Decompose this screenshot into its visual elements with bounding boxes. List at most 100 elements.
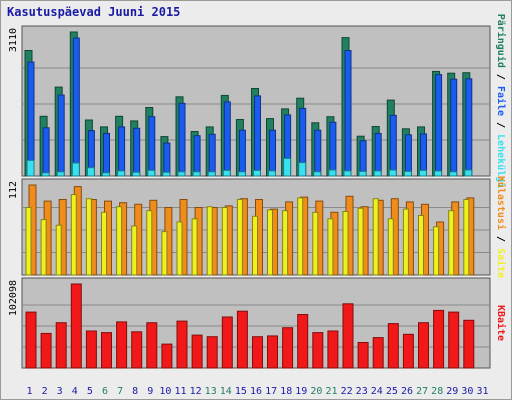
bar-faile-30 [465,78,473,177]
bar-faile-3 [57,94,65,177]
bar-saite-17 [267,209,273,276]
x-tick-label-day-9: 9 [147,386,153,397]
chart-title: Kasutuspäevad Juuni 2015 [7,5,181,19]
bar-kbaite-14 [221,316,233,369]
bar-faile-16 [254,95,261,177]
bar-kbaite-16 [252,336,263,369]
bar-saite-15 [236,199,243,276]
x-tick-label-day-2: 2 [42,386,48,397]
legend-part: Külastusi [495,176,507,230]
bar-saite-28 [433,226,440,276]
bar-faile-23 [359,140,367,177]
x-tick-label-day-24: 24 [371,386,383,397]
bar-saite-20 [312,211,319,276]
bar-saite-22 [342,211,349,276]
bar-saite-5 [85,198,92,276]
bar-faile-24 [374,132,382,177]
bar-kbaite-22 [342,303,354,369]
bar-saite-25 [387,218,394,276]
x-tick-label-day-21: 21 [325,386,337,397]
x-tick-label-day-13: 13 [205,386,217,397]
bar-kbaite-19 [297,314,309,369]
bar-kbaite-27 [418,322,429,369]
bar-kbaite-11 [176,320,188,369]
y-max-tick-label-3: 102098 [8,280,19,316]
bar-lehekülgi-9 [147,169,156,177]
x-tick-label-day-16: 16 [250,386,262,397]
bar-kbaite-2 [40,332,52,369]
bar-saite-12 [191,218,198,276]
bar-saite-3 [55,224,62,276]
bar-kbaite-18 [282,327,294,369]
bar-lehekülgi-25 [388,169,397,177]
x-tick-label-day-15: 15 [235,386,247,397]
bar-saite-14 [221,207,228,276]
bar-kbaite-10 [161,343,173,369]
bar-kbaite-21 [327,330,339,369]
bar-faile-13 [208,133,216,177]
x-tick-label-day-20: 20 [310,386,322,397]
x-tick-label-day-14: 14 [220,386,232,397]
bar-faile-12 [193,135,201,177]
bar-saite-9 [146,210,153,276]
bar-lehekülgi-23 [358,170,367,177]
bar-kbaite-25 [387,323,399,369]
legend-part: Lehekülgi [495,134,507,188]
bar-saite-6 [101,211,107,276]
legend-part: / [495,230,506,248]
x-tick-label-day-10: 10 [159,386,171,397]
bar-saite-13 [206,206,213,276]
bar-saite-21 [327,218,334,276]
bar-kbaite-1 [25,311,37,369]
bar-kbaite-24 [372,337,384,369]
bar-faile-8 [133,127,141,177]
bar-faile-21 [329,121,337,177]
bar-saite-1 [25,207,32,276]
bar-lehekülgi-18 [283,157,292,177]
bar-lehekülgi-4 [71,162,80,177]
x-tick-label-day-6: 6 [102,386,108,397]
bar-saite-27 [418,215,424,276]
bar-kbaite-17 [267,335,278,369]
bar-kbaite-26 [402,333,414,369]
legend-visits-sites: Külastusi / Saite [495,176,507,278]
bar-faile-10 [163,142,171,177]
bar-faile-7 [118,126,126,177]
bar-lehekülgi-15 [237,171,246,177]
y-max-tick-label-1: 3110 [8,28,19,52]
x-tick-label-day-7: 7 [117,386,123,397]
bar-lehekülgi-8 [132,171,141,177]
x-tick-label-day-17: 17 [265,386,277,397]
x-tick-label-day-1: 1 [26,386,32,397]
x-tick-label-day-3: 3 [57,386,63,397]
bar-faile-25 [389,114,397,177]
x-tick-label-day-12: 12 [190,386,202,397]
x-tick-label-day-23: 23 [356,386,368,397]
bar-kbaite-13 [206,336,218,369]
bar-lehekülgi-6 [102,172,110,177]
bar-faile-4 [72,37,80,177]
legend-part: / [495,68,506,86]
legend-kbytes: KBaite [495,305,507,341]
bar-kbaite-23 [357,342,369,369]
legend-part: / [495,116,506,134]
bar-lehekülgi-22 [343,170,352,177]
bar-lehekülgi-26 [403,170,412,177]
bar-faile-20 [314,129,322,177]
y-max-tick-label-2: 112 [8,181,19,199]
bar-lehekülgi-5 [86,167,95,177]
x-tick-label-day-30: 30 [461,386,473,397]
bar-faile-26 [404,134,412,177]
bar-saite-4 [70,194,77,276]
legend-hits-files-pages: Päringuid / Faile / Lehekülgi [495,14,507,189]
bar-lehekülgi-14 [222,169,231,177]
bar-kbaite-30 [463,319,475,369]
bar-faile-6 [103,132,110,177]
legend-part: KBaite [495,305,507,341]
bar-kbaite-7 [116,321,128,369]
bar-saite-10 [161,231,168,276]
bar-saite-23 [357,207,364,276]
bar-lehekülgi-29 [449,171,458,177]
bar-faile-29 [450,78,458,177]
bar-faile-22 [344,50,352,177]
